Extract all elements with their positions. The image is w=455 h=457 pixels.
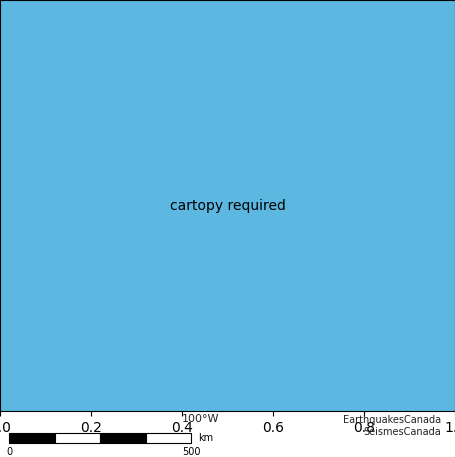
Bar (100, 433, 146, 443)
Text: km: km (198, 433, 213, 443)
Text: cartopy required: cartopy required (170, 199, 285, 213)
Text: 0: 0 (6, 447, 12, 457)
Bar (146, 433, 191, 443)
Text: 500: 500 (182, 447, 200, 457)
Bar (55, 433, 100, 443)
Text: EarthquakesCanada
SéismesCanada: EarthquakesCanada SéismesCanada (343, 415, 441, 436)
Text: 100°W: 100°W (182, 414, 219, 424)
Bar (9, 433, 55, 443)
